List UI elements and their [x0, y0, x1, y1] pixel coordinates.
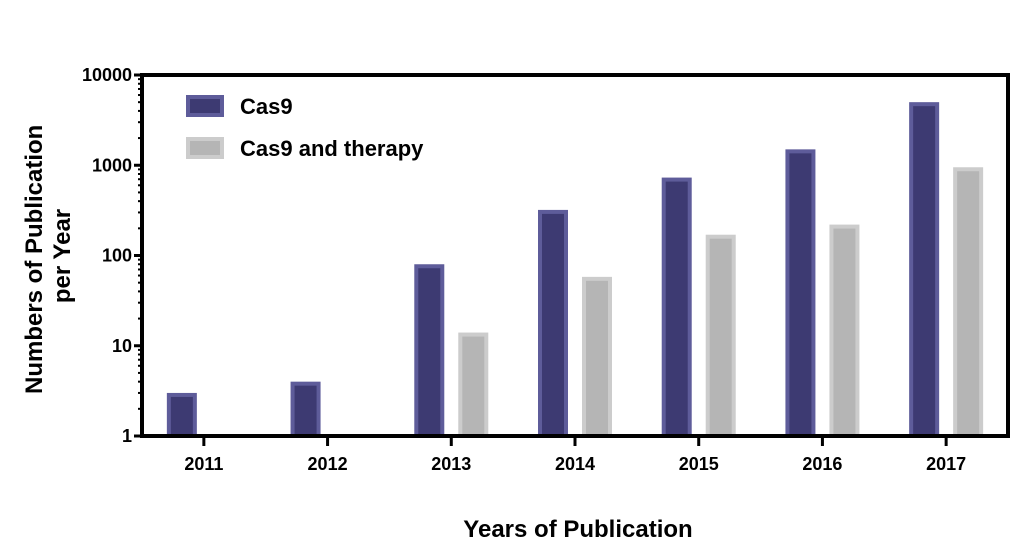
x-axis-title: Years of Publication	[463, 516, 692, 543]
x-tick-label-2015: 2015	[679, 454, 719, 474]
legend-label-cas9-and-therapy: Cas9 and therapy	[240, 136, 424, 161]
x-tick-label-2017: 2017	[926, 454, 966, 474]
y-tick-label: 10	[112, 336, 132, 356]
bar-cas9-2011	[166, 392, 197, 439]
y-tick-label: 1000	[92, 155, 132, 175]
bar-cas9-and-therapy-2017	[953, 167, 984, 438]
bar-cas9-and-therapy-2016	[829, 224, 860, 438]
y-axis-title-line-2: per Year	[49, 209, 76, 303]
bar-cas9-2016	[785, 149, 816, 438]
bar-cas9-2017	[909, 102, 940, 438]
bar-cas9-and-therapy-2013	[458, 332, 489, 439]
bar-cas9-2013	[414, 264, 445, 438]
axes-group: 1 10 100 1000 10000 2011 2012 2013 2014 2015 2016 2…	[82, 65, 1010, 474]
x-tick-label-2012: 2012	[308, 454, 348, 474]
x-tick-label-2016: 2016	[802, 454, 842, 474]
legend-swatch-cas9-and-therapy	[186, 137, 224, 159]
y-axis-title-line-1: Numbers of Publication	[21, 125, 48, 394]
bar-cas9-2014	[538, 209, 568, 438]
y-tick-label: 10000	[82, 65, 132, 85]
bar-cas9-2015	[661, 177, 692, 438]
x-tick-label-2011: 2011	[184, 454, 223, 474]
legend-swatch-cas9	[186, 95, 224, 117]
bar-cas9-2012	[290, 381, 321, 439]
bar-cas9-and-therapy-2015	[705, 234, 736, 438]
plot-frame	[140, 73, 1010, 438]
x-tick-label-2013: 2013	[431, 454, 471, 474]
bar-cas9-and-therapy-2014	[582, 276, 612, 438]
y-tick-label: 1	[122, 426, 132, 446]
x-tick-label-2014: 2014	[555, 454, 595, 474]
y-axis-title: Numbers of Publication per Year	[21, 118, 76, 394]
legend-label-cas9: Cas9	[240, 94, 293, 119]
y-tick-label: 100	[102, 246, 132, 266]
legend: Cas9 Cas9 and therapy	[186, 94, 424, 161]
